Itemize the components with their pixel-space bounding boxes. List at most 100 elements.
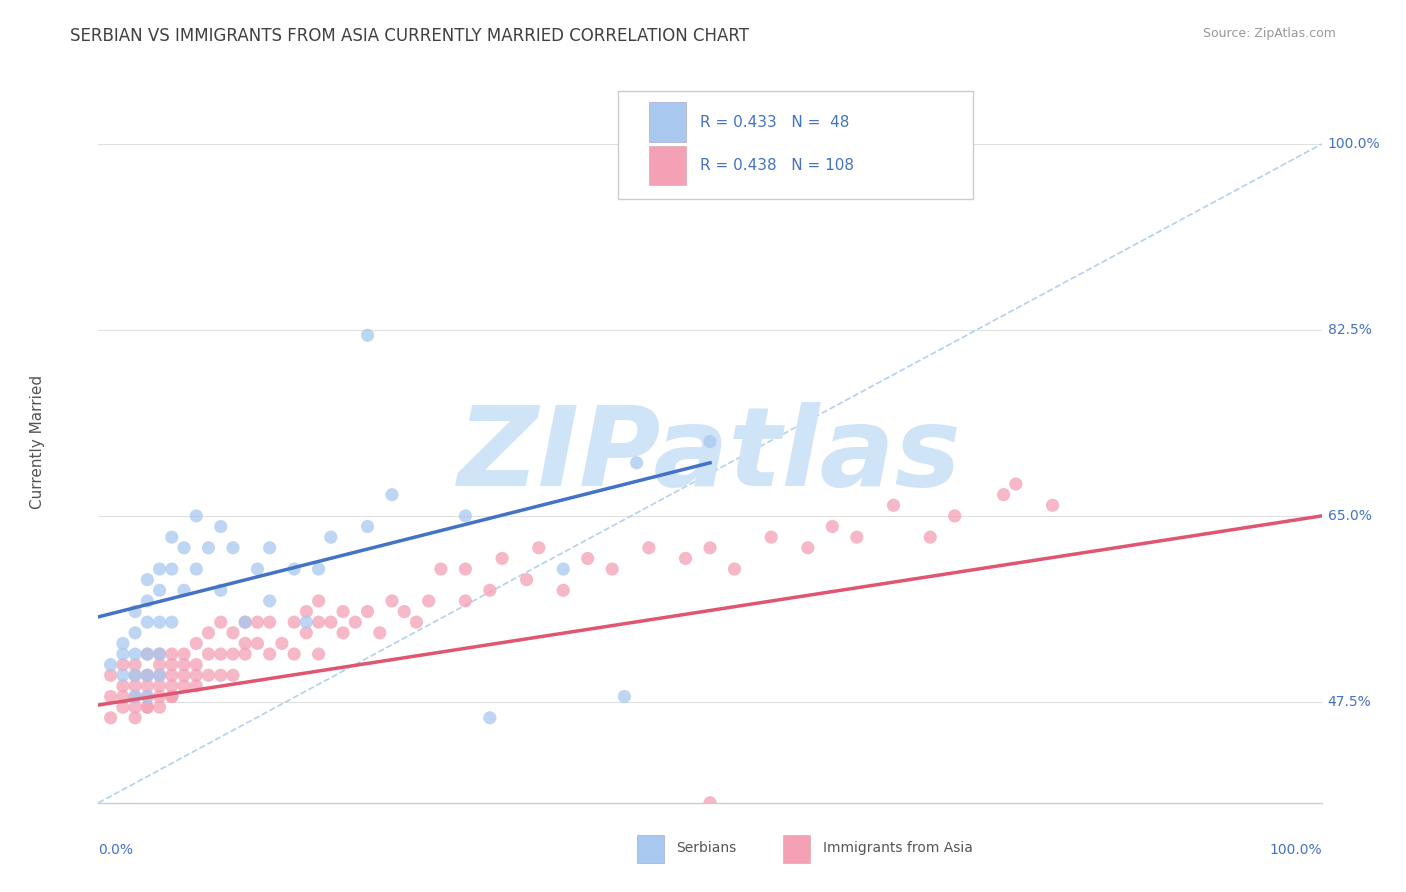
Text: R = 0.438   N = 108: R = 0.438 N = 108	[700, 158, 855, 173]
Point	[381, 594, 404, 608]
Point	[186, 562, 208, 576]
Point	[381, 488, 404, 502]
Text: 82.5%: 82.5%	[1327, 323, 1372, 337]
Point	[124, 668, 146, 682]
Text: 65.0%: 65.0%	[1327, 509, 1372, 523]
Point	[883, 498, 905, 512]
Point	[527, 541, 550, 555]
Point	[136, 679, 159, 693]
Point	[259, 541, 281, 555]
Point	[209, 647, 232, 661]
Point	[576, 551, 599, 566]
Point	[136, 700, 159, 714]
Point	[149, 615, 172, 630]
Point	[270, 636, 294, 650]
Point	[821, 519, 844, 533]
Point	[1004, 477, 1026, 491]
Point	[295, 615, 318, 630]
Point	[392, 605, 416, 619]
Point	[699, 541, 721, 555]
Point	[173, 647, 195, 661]
Point	[308, 615, 330, 630]
Point	[222, 541, 245, 555]
Point	[149, 668, 172, 682]
Text: ZIPatlas: ZIPatlas	[458, 402, 962, 509]
Point	[160, 530, 183, 544]
Point	[222, 668, 245, 682]
Point	[173, 679, 195, 693]
Point	[613, 690, 636, 704]
Point	[173, 668, 195, 682]
Point	[295, 625, 318, 640]
Point	[478, 583, 501, 598]
Point	[259, 615, 281, 630]
Point	[515, 573, 537, 587]
FancyBboxPatch shape	[637, 835, 664, 863]
Point	[149, 647, 172, 661]
Point	[149, 657, 172, 672]
Point	[136, 647, 159, 661]
Point	[149, 690, 172, 704]
Point	[761, 859, 783, 873]
Point	[356, 328, 378, 343]
Point	[283, 647, 305, 661]
Point	[136, 668, 159, 682]
Point	[100, 668, 122, 682]
Point	[332, 605, 354, 619]
Point	[186, 679, 208, 693]
Point	[430, 562, 453, 576]
Point	[124, 679, 146, 693]
Text: SERBIAN VS IMMIGRANTS FROM ASIA CURRENTLY MARRIED CORRELATION CHART: SERBIAN VS IMMIGRANTS FROM ASIA CURRENTL…	[70, 27, 749, 45]
Point	[149, 583, 172, 598]
Point	[197, 668, 219, 682]
Point	[454, 508, 477, 523]
Point	[124, 690, 146, 704]
Text: 47.5%: 47.5%	[1327, 695, 1371, 709]
Point	[233, 636, 256, 650]
Point	[186, 508, 208, 523]
Point	[246, 562, 269, 576]
Point	[100, 690, 122, 704]
Point	[418, 594, 440, 608]
Point	[124, 625, 146, 640]
Point	[356, 605, 378, 619]
Point	[295, 605, 318, 619]
Point	[149, 700, 172, 714]
FancyBboxPatch shape	[648, 103, 686, 142]
Point	[600, 562, 623, 576]
Point	[100, 711, 122, 725]
Point	[111, 668, 134, 682]
Point	[356, 519, 378, 533]
Point	[209, 583, 232, 598]
Point	[111, 647, 134, 661]
Text: 0.0%: 0.0%	[98, 843, 134, 856]
Point	[454, 562, 477, 576]
FancyBboxPatch shape	[648, 145, 686, 186]
Point	[149, 679, 172, 693]
Point	[723, 562, 745, 576]
Point	[149, 668, 172, 682]
Point	[626, 456, 648, 470]
Point	[173, 583, 195, 598]
Point	[259, 594, 281, 608]
Point	[124, 657, 146, 672]
Point	[319, 615, 342, 630]
Point	[136, 668, 159, 682]
Point	[478, 711, 501, 725]
Point	[136, 594, 159, 608]
Point	[797, 541, 820, 555]
Point	[160, 690, 183, 704]
Point	[993, 488, 1015, 502]
Point	[222, 647, 245, 661]
Point	[124, 700, 146, 714]
Point	[222, 625, 245, 640]
Text: 100.0%: 100.0%	[1327, 137, 1381, 151]
Point	[160, 690, 183, 704]
FancyBboxPatch shape	[783, 835, 810, 863]
Point	[761, 530, 783, 544]
Point	[111, 636, 134, 650]
Point	[246, 636, 269, 650]
Point	[920, 530, 942, 544]
Point	[259, 647, 281, 661]
Point	[675, 551, 697, 566]
